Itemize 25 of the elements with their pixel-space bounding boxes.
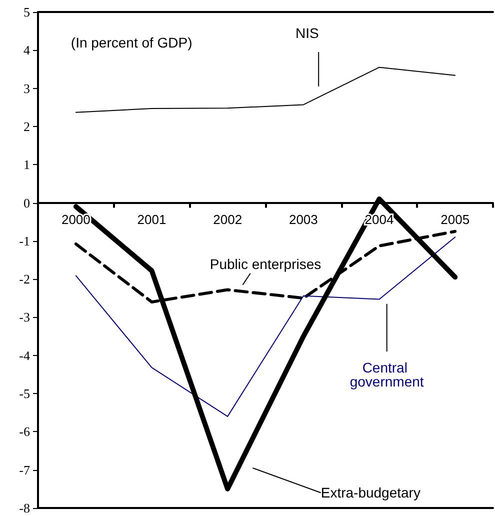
y-tick-label: -6 — [19, 424, 30, 440]
annotation: (In percent of GDP) — [70, 34, 192, 51]
y-tick-label: -8 — [19, 500, 30, 516]
text: Central government — [350, 359, 424, 390]
y-tick-label: -7 — [19, 462, 30, 478]
y-tick-label: -5 — [19, 386, 30, 402]
y-tick-label: 2 — [24, 118, 30, 134]
y-tick-label: -1 — [19, 233, 30, 248]
x-tick-label: 2002 — [213, 212, 242, 227]
y-tick-label: -4 — [19, 348, 30, 363]
y-tick-label: 0 — [24, 195, 30, 210]
y-tick-label: -3 — [19, 310, 30, 325]
line-series — [75, 236, 456, 417]
y-tick-label: 1 — [24, 157, 30, 172]
y-tick-label: 5 — [24, 4, 30, 20]
x-tick-label: 2003 — [288, 212, 318, 227]
series-label: Public enterprises — [210, 256, 322, 272]
y-tick-label: 4 — [24, 42, 30, 58]
text: Extra-budgetary — [320, 484, 420, 501]
x-tick-label: 2005 — [440, 212, 470, 227]
y-tick-label: -2 — [19, 272, 30, 287]
y-tick-label: 3 — [24, 80, 30, 96]
text: NIS — [296, 24, 319, 41]
line-series — [75, 66, 456, 113]
x-tick-label: 2001 — [137, 212, 166, 227]
